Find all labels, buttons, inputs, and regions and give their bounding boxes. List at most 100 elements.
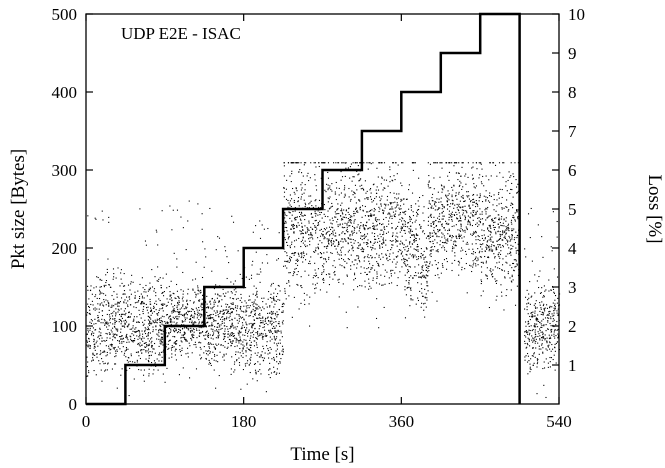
scatter-point [542, 304, 544, 307]
scatter-point [193, 328, 195, 331]
scatter-point [122, 313, 124, 315]
scatter-point [490, 246, 492, 248]
scatter-point [481, 248, 483, 250]
scatter-point [235, 337, 237, 339]
scatter-point [107, 302, 109, 304]
scatter-point [186, 340, 188, 342]
scatter-point [198, 329, 200, 331]
scatter-point [86, 333, 88, 335]
scatter-point [138, 309, 140, 311]
scatter-point [158, 309, 160, 312]
scatter-point [166, 336, 168, 338]
scatter-point [410, 275, 412, 277]
scatter-point [377, 262, 379, 264]
scatter-point [515, 231, 517, 233]
scatter-point [240, 305, 242, 308]
scatter-point [548, 311, 550, 313]
scatter-point [351, 190, 353, 192]
scatter-point [93, 323, 95, 325]
scatter-point [130, 328, 133, 330]
scatter-point [370, 163, 372, 165]
scatter-point [276, 353, 278, 355]
scatter-point [288, 202, 290, 204]
scatter-point [534, 326, 536, 328]
scatter-point [265, 335, 267, 337]
scatter-point [123, 313, 125, 315]
scatter-point [475, 236, 477, 238]
scatter-point [317, 253, 319, 255]
scatter-point [124, 293, 126, 295]
scatter-point [201, 321, 203, 323]
scatter-point [450, 216, 452, 218]
scatter-point [149, 351, 151, 353]
scatter-point [293, 254, 295, 256]
scatter-point [173, 310, 175, 312]
scatter-point [226, 318, 228, 320]
scatter-point [142, 374, 145, 376]
scatter-point [393, 258, 395, 260]
scatter-point [98, 297, 101, 300]
scatter-point [535, 318, 537, 320]
scatter-point [434, 274, 436, 276]
scatter-point [461, 237, 463, 239]
scatter-point [91, 300, 93, 302]
scatter-point [479, 222, 482, 224]
scatter-point [276, 361, 278, 363]
scatter-point [224, 328, 226, 330]
scatter-point [514, 237, 516, 239]
scatter-point [421, 292, 423, 294]
scatter-point [404, 263, 406, 265]
scatter-point [400, 240, 402, 242]
scatter-point [176, 332, 179, 334]
scatter-point [541, 339, 543, 341]
scatter-point [95, 329, 97, 331]
scatter-point [387, 204, 389, 206]
scatter-point [454, 259, 456, 262]
scatter-point [347, 251, 349, 253]
scatter-point [112, 347, 114, 349]
scatter-point [429, 236, 431, 238]
scatter-point [430, 225, 433, 227]
scatter-point [402, 218, 404, 220]
scatter-point [196, 329, 198, 331]
scatter-point [457, 205, 459, 207]
scatter-point [369, 240, 372, 243]
scatter-point [231, 322, 233, 324]
scatter-point [156, 280, 158, 282]
scatter-point [369, 209, 372, 211]
scatter-point [256, 292, 258, 294]
scatter-point [489, 192, 491, 194]
scatter-point [508, 247, 510, 249]
scatter-point [445, 268, 448, 270]
scatter-point [134, 338, 136, 340]
scatter-point [188, 342, 190, 344]
scatter-point [382, 239, 384, 241]
scatter-point [534, 315, 536, 317]
scatter-point [182, 290, 184, 292]
scatter-point [350, 238, 352, 240]
scatter-point [547, 321, 549, 323]
scatter-point [160, 343, 162, 345]
scatter-point [507, 229, 509, 231]
scatter-point [425, 274, 427, 276]
scatter-point [371, 257, 373, 259]
scatter-point [95, 218, 97, 220]
scatter-point [201, 276, 204, 279]
scatter-point [515, 259, 517, 261]
scatter-point [451, 219, 453, 221]
scatter-point [339, 254, 341, 256]
scatter-point [177, 311, 179, 314]
scatter-point [128, 311, 130, 313]
scatter-point [443, 247, 445, 249]
scatter-point [107, 322, 109, 324]
scatter-point [407, 250, 409, 252]
scatter-point [474, 252, 476, 254]
scatter-point [330, 240, 332, 242]
scatter-point [507, 241, 509, 243]
scatter-point [320, 206, 322, 209]
scatter-point [156, 322, 158, 324]
scatter-point [381, 253, 383, 255]
scatter-point [451, 196, 453, 198]
scatter-point [233, 289, 235, 291]
scatter-point [498, 162, 501, 164]
